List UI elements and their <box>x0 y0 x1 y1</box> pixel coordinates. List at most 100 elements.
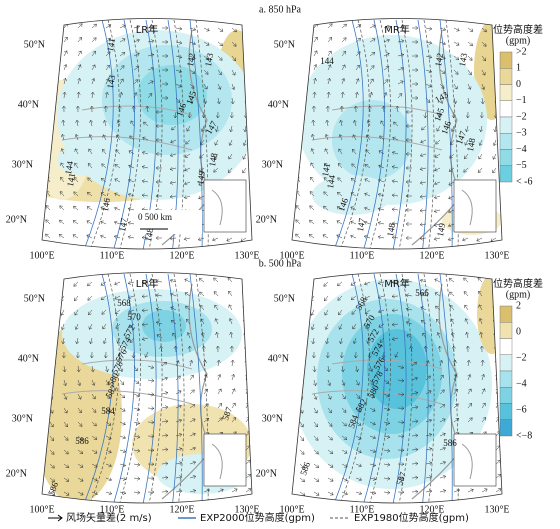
wind-arrow <box>147 93 153 99</box>
wind-arrow <box>412 95 419 101</box>
inset-coast <box>461 189 473 226</box>
wind-arrow <box>226 237 233 242</box>
wind-arrow <box>411 361 417 367</box>
wind-arrow <box>437 345 442 353</box>
wind-arrow <box>245 488 252 493</box>
wind-arrow <box>133 490 141 495</box>
lon-label: 100°E <box>29 504 54 515</box>
lat-label: 30°N <box>12 159 33 170</box>
wind-arrow <box>63 421 68 428</box>
lat-label: 20°N <box>256 214 277 225</box>
contour-solid <box>189 19 203 249</box>
contour-label: 586 <box>443 438 457 448</box>
wind-arrow <box>466 359 471 367</box>
wind-arrow <box>448 209 455 214</box>
wind-arrow <box>325 337 330 345</box>
wind-arrow <box>383 365 388 372</box>
wind-arrow <box>175 461 183 466</box>
wind-arrow <box>463 277 469 283</box>
wind-arrow <box>313 463 320 469</box>
wind-arrow <box>231 402 236 409</box>
wind-arrow <box>63 435 69 441</box>
wind-arrow <box>63 491 70 496</box>
wind-arrow <box>378 323 385 328</box>
wind-arrow <box>451 111 456 119</box>
wind-arrow <box>61 133 65 141</box>
wind-arrow <box>439 432 446 437</box>
wind-arrow <box>230 359 235 367</box>
wind-arrow <box>338 309 343 316</box>
wind-arrow <box>338 323 343 330</box>
contour-label: 148 <box>207 152 219 168</box>
wind-arrow <box>355 64 360 71</box>
wind-arrow <box>298 77 303 85</box>
wind-arrow <box>198 195 205 200</box>
wind-arrow <box>434 278 441 283</box>
contour-solid <box>331 19 364 249</box>
inset-map <box>203 179 247 233</box>
wind-arrow <box>161 475 169 480</box>
lat-label: 50°N <box>274 293 295 304</box>
wind-arrow <box>119 449 127 454</box>
wind-arrow <box>184 167 191 172</box>
wind-arrow <box>133 420 141 425</box>
wind-arrow <box>453 55 460 60</box>
wind-arrow <box>449 291 455 297</box>
wind-arrow <box>203 374 208 381</box>
wind-arrow <box>147 420 155 425</box>
wind-arrow <box>439 489 447 493</box>
contour-solid <box>111 19 135 249</box>
wind-arrow <box>127 207 135 211</box>
wind-arrow <box>419 180 427 185</box>
wind-arrow <box>327 37 333 43</box>
wind-arrow <box>147 476 155 481</box>
wind-arrow <box>309 219 315 225</box>
wind-arrow <box>434 153 441 158</box>
wind-arrow <box>119 24 126 29</box>
wind-arrow <box>366 134 371 141</box>
contour-dashed <box>397 19 413 249</box>
wind-arrow <box>405 279 413 284</box>
colorbar: 位势高度差(gpm)>2 1 0 −1 −2 −3 −4 −5 < -6 <box>493 23 543 187</box>
colorbar-segment <box>499 84 513 101</box>
wind-arrow <box>383 38 390 43</box>
wind-arrow <box>327 50 332 57</box>
wind-arrow <box>297 351 302 359</box>
wind-arrow <box>202 359 207 367</box>
wind-arrow <box>313 36 318 43</box>
wind-arrow <box>310 162 315 169</box>
wind-arrow <box>313 50 318 57</box>
wind-arrow <box>405 193 412 199</box>
map: LR年5685705725745765785805825845865875865… <box>6 272 260 515</box>
wind-arrow <box>245 41 251 47</box>
wind-arrow <box>341 491 348 496</box>
wind-arrow <box>155 165 162 171</box>
wind-arrow <box>133 379 140 384</box>
wind-arrow <box>405 207 412 213</box>
wind-arrow <box>141 280 149 285</box>
wind-arrow <box>495 41 501 47</box>
wind-arrow <box>481 388 486 395</box>
wind-arrow <box>481 402 486 409</box>
wind-arrow <box>119 421 126 426</box>
wind-arrow <box>478 153 483 160</box>
contour-solid <box>417 273 429 503</box>
wind-arrow <box>75 105 80 113</box>
wind-arrow <box>170 139 177 144</box>
wind-arrow <box>405 235 412 241</box>
wind-arrow <box>419 194 427 199</box>
wind-arrow <box>411 447 419 452</box>
wind-arrow <box>203 27 210 32</box>
wind-arrow <box>171 125 177 131</box>
map-label: LR年 <box>136 23 159 36</box>
wind-arrow <box>425 404 432 409</box>
wind-arrow <box>351 163 357 169</box>
wind-arrow <box>47 337 52 345</box>
wind-arrow <box>49 421 54 428</box>
wind-arrow <box>391 179 399 184</box>
wind-arrow <box>439 359 444 367</box>
wind-arrow <box>105 449 112 454</box>
wind-arrow <box>405 307 413 312</box>
wind-arrow <box>479 331 484 339</box>
